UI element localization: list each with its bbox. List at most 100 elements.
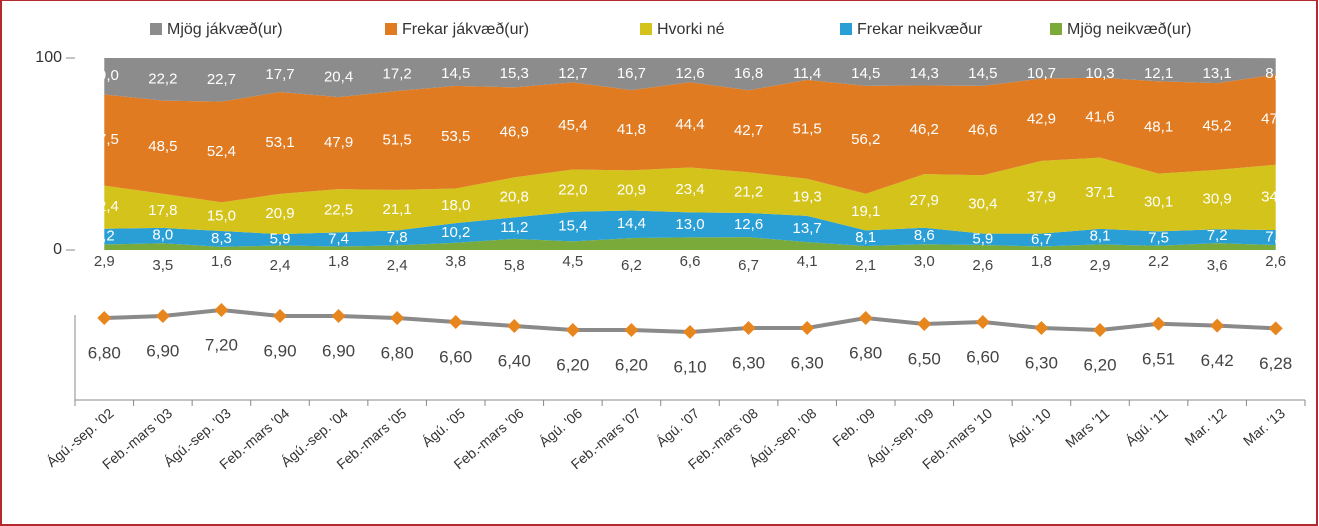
marker bbox=[97, 311, 112, 325]
data-label: 1,8 bbox=[328, 253, 349, 270]
data-label: 1,8 bbox=[1031, 253, 1052, 270]
x-tick-label: Feb. '09 bbox=[829, 405, 878, 450]
data-label: 15,4 bbox=[558, 218, 587, 235]
data-label: 20,4 bbox=[324, 69, 353, 86]
data-label: 45,4 bbox=[558, 117, 587, 134]
data-label: 19,1 bbox=[851, 203, 880, 220]
data-label: 16,7 bbox=[617, 65, 646, 82]
x-tick-label: Ágú. '07 bbox=[653, 405, 702, 450]
marker bbox=[1093, 323, 1107, 337]
data-label: 8,1 bbox=[855, 229, 876, 246]
data-label: 13,7 bbox=[793, 220, 822, 237]
data-label: 11,2 bbox=[500, 219, 528, 236]
marker bbox=[214, 303, 229, 317]
data-label: 2,4 bbox=[270, 257, 291, 274]
data-label: 46,9 bbox=[500, 123, 529, 140]
data-label: 48,5 bbox=[148, 138, 177, 155]
data-label: 8,6 bbox=[914, 227, 935, 244]
x-tick-label: Ágú. '06 bbox=[536, 405, 585, 450]
data-label: 44,4 bbox=[675, 116, 704, 133]
data-label: 7,2 bbox=[1207, 227, 1228, 244]
data-label: 18,0 bbox=[441, 197, 470, 214]
data-label: 22,2 bbox=[148, 70, 177, 87]
legend-swatch bbox=[640, 23, 652, 35]
marker bbox=[448, 315, 463, 329]
data-label: 1,6 bbox=[211, 253, 232, 270]
data-label: 6,80 bbox=[88, 343, 121, 362]
legend-label: Frekar neikvæður bbox=[857, 21, 983, 38]
data-label: 14,5 bbox=[968, 65, 997, 82]
area bbox=[104, 74, 1276, 203]
data-label: 3,5 bbox=[152, 257, 173, 274]
data-label: 6,6 bbox=[680, 253, 701, 270]
data-label: 2,6 bbox=[1265, 253, 1286, 270]
data-label: 22,0 bbox=[558, 182, 587, 199]
data-label: 13,0 bbox=[675, 216, 704, 233]
data-label: 53,5 bbox=[441, 128, 470, 145]
data-label: 6,51 bbox=[1142, 349, 1175, 368]
marker bbox=[800, 321, 815, 335]
marker bbox=[1210, 318, 1225, 333]
marker bbox=[975, 315, 990, 329]
data-label: 48,1 bbox=[1144, 118, 1173, 135]
data-label: 6,20 bbox=[1083, 355, 1116, 374]
data-label: 46,2 bbox=[910, 121, 939, 138]
data-label: 5,9 bbox=[972, 230, 993, 247]
marker bbox=[683, 325, 697, 339]
data-label: 30,9 bbox=[1203, 191, 1232, 208]
data-label: 8,0 bbox=[152, 227, 173, 244]
data-label: 5,9 bbox=[270, 231, 291, 248]
data-label: 5,8 bbox=[504, 257, 525, 274]
data-label: 14,4 bbox=[617, 215, 646, 232]
data-label: 23,4 bbox=[675, 181, 704, 198]
data-label: 42,9 bbox=[1027, 111, 1056, 128]
legend-label: Mjög jákvæð(ur) bbox=[167, 21, 283, 38]
legend-swatch bbox=[1050, 23, 1062, 35]
data-label: 34,0 bbox=[1261, 188, 1290, 205]
data-label: 19,3 bbox=[793, 188, 822, 205]
data-label: 6,7 bbox=[1031, 231, 1052, 248]
data-label: 41,8 bbox=[617, 121, 646, 138]
data-label: 14,5 bbox=[441, 65, 470, 82]
x-tick-label: Ágú. '11 bbox=[1122, 405, 1171, 449]
data-label: 8,5 bbox=[1265, 65, 1286, 82]
data-label: 2,9 bbox=[94, 253, 115, 270]
data-label: 12,1 bbox=[1144, 65, 1173, 82]
data-label: 7,8 bbox=[1265, 228, 1286, 245]
data-label: 8,2 bbox=[94, 228, 115, 245]
data-label: 6,90 bbox=[263, 341, 296, 360]
data-label: 12,7 bbox=[558, 65, 587, 82]
area bbox=[104, 157, 1276, 235]
data-label: 6,50 bbox=[908, 349, 941, 368]
y-tick-label: 0 bbox=[53, 241, 62, 258]
data-label: 14,5 bbox=[851, 65, 880, 82]
data-label: 8,1 bbox=[1090, 228, 1111, 245]
data-label: 2,2 bbox=[1148, 253, 1169, 270]
legend-swatch bbox=[385, 23, 397, 35]
data-label: 6,7 bbox=[738, 257, 759, 274]
data-label: 47,0 bbox=[1261, 111, 1290, 128]
data-label: 6,40 bbox=[498, 351, 531, 370]
data-label: 11,4 bbox=[793, 65, 821, 82]
data-label: 6,2 bbox=[621, 257, 642, 274]
data-label: 17,8 bbox=[148, 202, 177, 219]
data-label: 15,3 bbox=[500, 65, 529, 82]
data-label: 37,1 bbox=[1085, 184, 1114, 201]
data-label: 51,5 bbox=[793, 120, 822, 137]
area bbox=[104, 210, 1276, 247]
data-label: 20,9 bbox=[617, 181, 646, 198]
data-label: 3,8 bbox=[445, 253, 466, 270]
data-label: 7,5 bbox=[1148, 230, 1169, 247]
data-label: 47,9 bbox=[324, 134, 353, 151]
data-label: 45,2 bbox=[1203, 118, 1232, 135]
data-label: 6,20 bbox=[556, 355, 589, 374]
area bbox=[104, 58, 1276, 102]
data-label: 42,7 bbox=[734, 122, 763, 139]
data-label: 3,0 bbox=[914, 253, 935, 270]
x-tick-label: Ágú. '10 bbox=[1004, 405, 1053, 450]
data-label: 7,4 bbox=[328, 230, 349, 247]
area bbox=[104, 237, 1276, 250]
marker bbox=[390, 311, 405, 325]
data-label: 6,80 bbox=[849, 343, 882, 362]
x-tick-label: Ágú. '05 bbox=[419, 405, 468, 450]
